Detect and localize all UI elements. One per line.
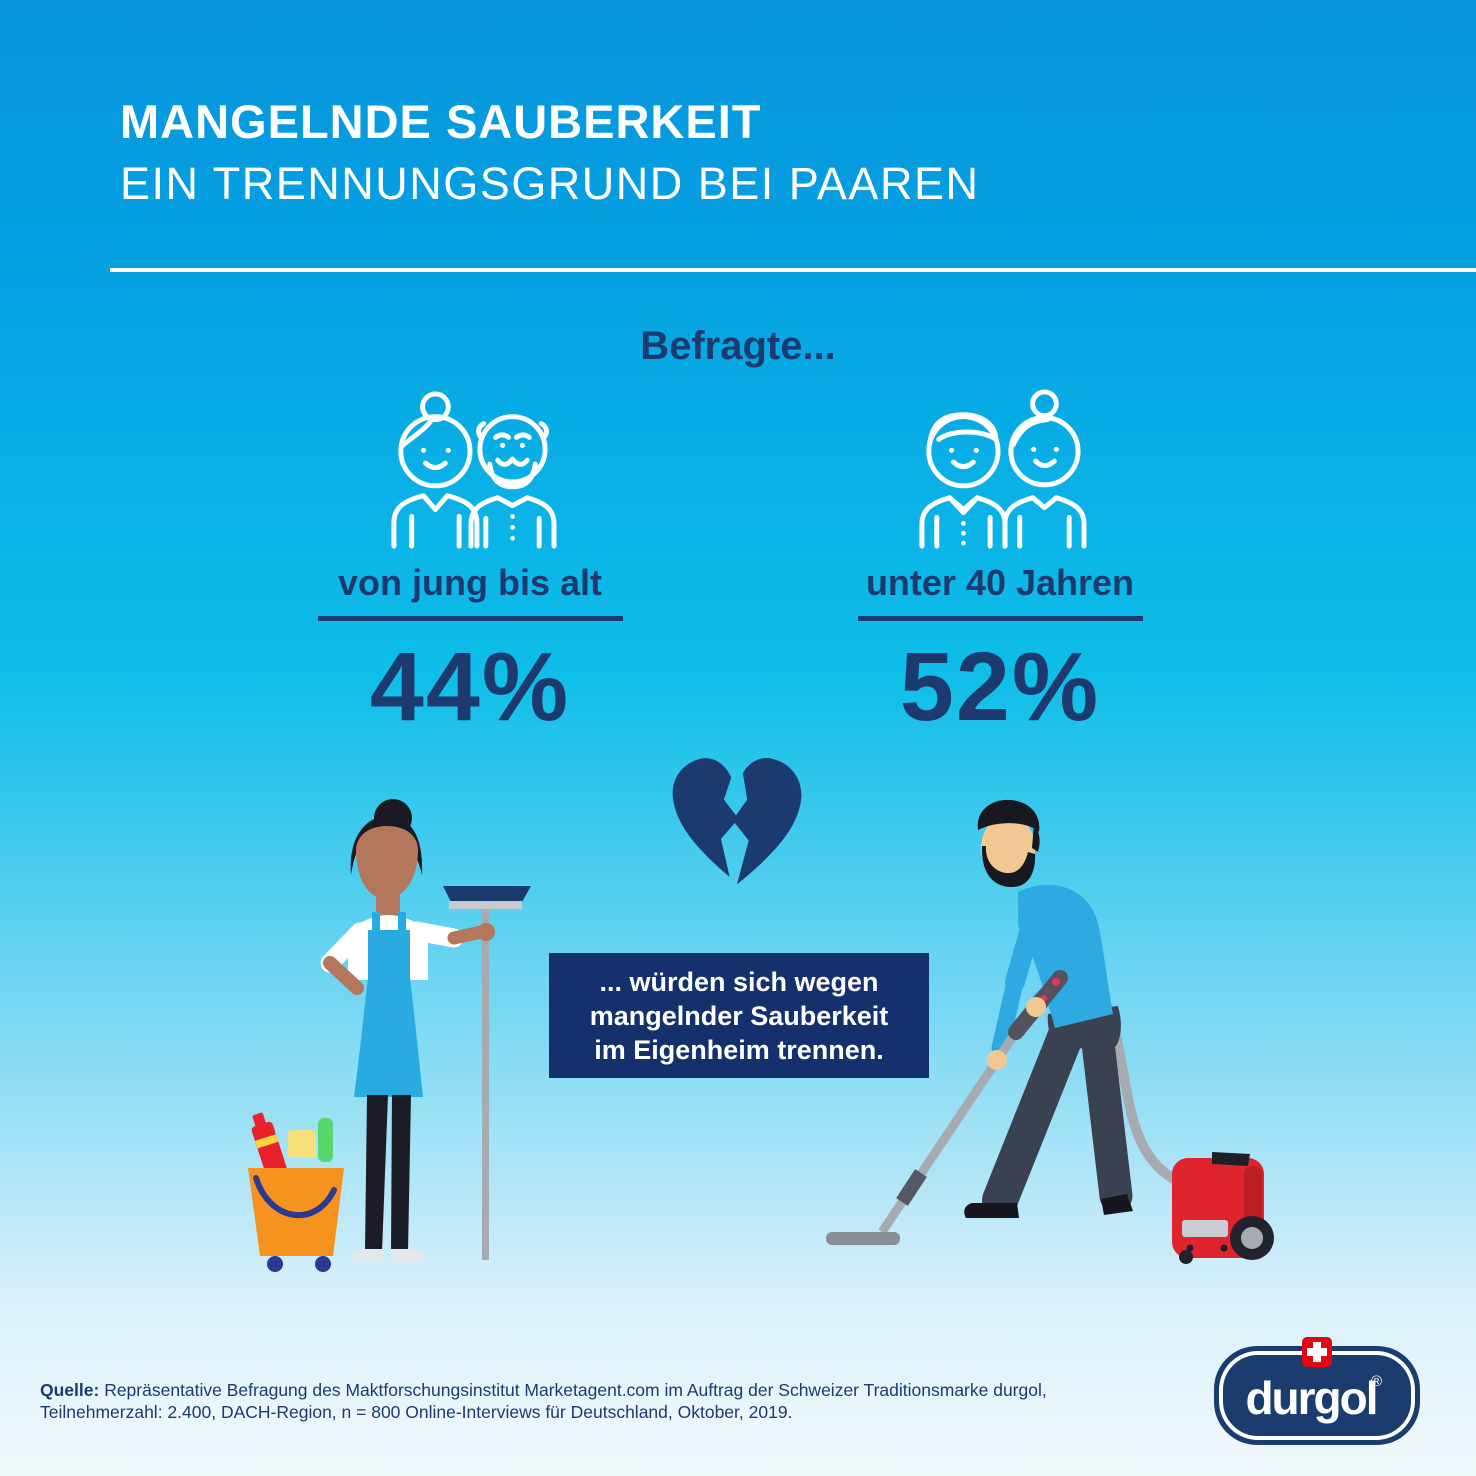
cleaning-supplies [251, 1112, 333, 1177]
man-vacuuming-illustration [826, 799, 1274, 1264]
title-divider-line [110, 268, 1476, 272]
man-hand-upper [1026, 997, 1046, 1017]
group-all-ages-label: von jung bis alt [337, 562, 602, 603]
squeegee-mop [443, 886, 531, 1260]
brand-wordmark: durgol [1245, 1372, 1376, 1424]
group-all-ages-value: 44% [369, 632, 571, 741]
page-title-line1: MANGELNDE SAUBERKEIT [120, 95, 762, 148]
vacuum-canister [1172, 1152, 1274, 1264]
man-hand-lower [987, 1050, 1007, 1070]
page-title-line2: EIN TRENNUNGSGRUND BEI PAAREN [120, 158, 980, 209]
group-under-40-value: 52% [899, 632, 1101, 741]
woman-figure [320, 799, 495, 1262]
message-box: ... würden sich wegen mangelnder Sauberk… [549, 953, 929, 1078]
young-couple-icon-wrap [800, 388, 1200, 556]
durgol-logo: durgol ® [1214, 1337, 1420, 1445]
source-line1: Repräsentative Befragung des Maktforschu… [99, 1380, 1047, 1400]
message-line3: im Eigenheim trennen. [594, 1034, 884, 1065]
group-under-40-underline [857, 616, 1143, 621]
cleaning-bucket [248, 1168, 344, 1272]
woman-cleaning-illustration [248, 799, 531, 1272]
group-all-ages-underline [317, 616, 623, 621]
broken-heart-icon [672, 758, 802, 885]
survey-heading: Befragte... [640, 324, 836, 368]
page-title: MANGELNDE SAUBERKEIT EIN TRENNUNGSGRUND … [120, 98, 979, 206]
group-under-40-label: unter 40 Jahren [865, 562, 1135, 603]
message-line1: ... würden sich wegen [599, 966, 879, 997]
young-couple-icon [919, 389, 1087, 549]
group-under-40: unter 40 Jahren 52% [800, 388, 1200, 743]
group-all-ages: von jung bis alt 44% [270, 388, 670, 743]
elderly-couple-icon [391, 391, 557, 549]
source-label: Quelle: [40, 1380, 100, 1400]
source-note: Quelle: Repräsentative Befragung des Mak… [40, 1379, 1180, 1423]
message-line2: mangelnder Sauberkeit [589, 1000, 889, 1031]
elderly-couple-icon-wrap [270, 388, 670, 556]
registered-mark: ® [1371, 1373, 1382, 1390]
swiss-cross-icon [1302, 1337, 1332, 1367]
man-figure [964, 799, 1133, 1218]
source-line2: Teilnehmerzahl: 2.400, DACH-Region, n = … [40, 1402, 793, 1422]
